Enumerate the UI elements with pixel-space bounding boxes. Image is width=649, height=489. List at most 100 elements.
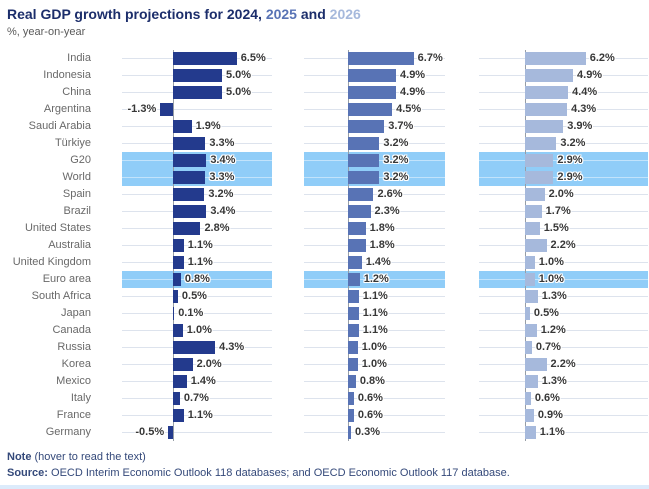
bar-2025-russia[interactable] [348, 341, 358, 354]
panel-2026: 3.9% [479, 118, 648, 135]
panel-2025: 1.1% [304, 305, 445, 322]
bar-2026-argentina[interactable] [525, 103, 568, 116]
gridline [122, 296, 272, 297]
value-label: 4.4% [572, 86, 598, 98]
panel-2026: 1.3% [479, 288, 648, 305]
bar-2024-spain[interactable] [173, 188, 205, 201]
bar-2026-japan[interactable] [525, 307, 530, 320]
bar-2025-united-states[interactable] [348, 222, 366, 235]
bar-2024-t-rkiye[interactable] [173, 137, 206, 150]
bar-2026-mexico[interactable] [525, 375, 538, 388]
bar-2024-euro-area[interactable] [173, 273, 181, 286]
bar-2024-korea[interactable] [173, 358, 193, 371]
bar-2026-spain[interactable] [525, 188, 545, 201]
country-label: Türkiye [54, 137, 91, 149]
country-label: Korea [61, 358, 91, 370]
bar-2025-brazil[interactable] [348, 205, 371, 218]
bar-2026-france[interactable] [525, 409, 534, 422]
chart-row: Canada 1.0% 1.1% 1.2% [7, 322, 648, 339]
bar-2026-united-kingdom[interactable] [525, 256, 535, 269]
bar-2025-japan[interactable] [348, 307, 359, 320]
bar-2024-france[interactable] [173, 409, 184, 422]
value-label: -1.3% [127, 103, 157, 115]
bar-2026-indonesia[interactable] [525, 69, 574, 82]
bar-2026-south-africa[interactable] [525, 290, 538, 303]
gridline [479, 313, 648, 314]
value-label: 2.2% [550, 239, 576, 251]
country-label: France [56, 409, 91, 421]
bar-2025-korea[interactable] [348, 358, 358, 371]
gridline [122, 279, 272, 280]
bar-2025-euro-area[interactable] [348, 273, 360, 286]
panel-2025: 1.0% [304, 356, 445, 373]
bar-2024-g20[interactable] [173, 154, 207, 167]
bar-2025-canada[interactable] [348, 324, 359, 337]
bar-2024-germany[interactable] [168, 426, 173, 439]
bar-2025-argentina[interactable] [348, 103, 393, 116]
panel-2024: 3.3% [122, 169, 272, 186]
bar-2024-united-states[interactable] [173, 222, 201, 235]
bar-2024-south-africa[interactable] [173, 290, 178, 303]
note-line[interactable]: Note (hover to read the text) [7, 449, 510, 465]
bar-2026-germany[interactable] [525, 426, 536, 439]
bar-2026-india[interactable] [525, 52, 586, 65]
chart-row: Spain 3.2% 2.6% 2.0% [7, 186, 648, 203]
bar-2025-spain[interactable] [348, 188, 374, 201]
bar-2025-india[interactable] [348, 52, 414, 65]
bar-2026-united-states[interactable] [525, 222, 540, 235]
bar-2026-korea[interactable] [525, 358, 547, 371]
bar-2024-world[interactable] [173, 171, 206, 184]
bar-2025-g20[interactable] [348, 154, 380, 167]
bar-2026-australia[interactable] [525, 239, 547, 252]
bar-2026-euro-area[interactable] [525, 273, 535, 286]
chart-row: France 1.1% 0.6% 0.9% [7, 407, 648, 424]
bar-2024-italy[interactable] [173, 392, 180, 405]
gridline [304, 432, 445, 433]
bar-2024-united-kingdom[interactable] [173, 256, 184, 269]
bar-2026-saudi-arabia[interactable] [525, 120, 564, 133]
value-label: 0.5% [181, 290, 207, 302]
bar-2024-argentina[interactable] [160, 103, 173, 116]
bar-2024-india[interactable] [173, 52, 237, 65]
panel-2025: 1.1% [304, 288, 445, 305]
bar-2025-south-africa[interactable] [348, 290, 359, 303]
bar-2024-russia[interactable] [173, 341, 216, 354]
chart-row: Japan 0.1% 1.1% 0.5% [7, 305, 648, 322]
panel-2024: 3.4% [122, 152, 272, 169]
bar-2026-g20[interactable] [525, 154, 554, 167]
bar-2025-mexico[interactable] [348, 375, 356, 388]
country-label: Japan [61, 307, 91, 319]
bar-2026-brazil[interactable] [525, 205, 542, 218]
bar-2025-australia[interactable] [348, 239, 366, 252]
value-label: 3.7% [388, 120, 414, 132]
bar-2024-australia[interactable] [173, 239, 184, 252]
bar-2025-france[interactable] [348, 409, 354, 422]
bar-2024-mexico[interactable] [173, 375, 187, 388]
bar-2025-italy[interactable] [348, 392, 354, 405]
chart-row: India 6.5% 6.7% 6.2% [7, 50, 648, 67]
bar-2025-germany[interactable] [348, 426, 351, 439]
bar-2026-world[interactable] [525, 171, 554, 184]
bar-2024-saudi-arabia[interactable] [173, 120, 192, 133]
bar-2024-japan[interactable] [173, 307, 175, 320]
bar-2026-italy[interactable] [525, 392, 531, 405]
bar-2024-indonesia[interactable] [173, 69, 222, 82]
bar-2025-united-kingdom[interactable] [348, 256, 362, 269]
panel-2025: 2.3% [304, 203, 445, 220]
panel-2025: 0.6% [304, 390, 445, 407]
value-label: 3.2% [383, 154, 409, 166]
bar-2024-brazil[interactable] [173, 205, 207, 218]
bar-2025-t-rkiye[interactable] [348, 137, 380, 150]
value-label: 4.9% [577, 69, 603, 81]
bar-2025-china[interactable] [348, 86, 397, 99]
bar-2025-indonesia[interactable] [348, 69, 397, 82]
panel-2025: 1.8% [304, 220, 445, 237]
bar-2026-canada[interactable] [525, 324, 537, 337]
bar-2026-t-rkiye[interactable] [525, 137, 557, 150]
bar-2025-world[interactable] [348, 171, 380, 184]
bar-2024-canada[interactable] [173, 324, 183, 337]
bar-2024-china[interactable] [173, 86, 222, 99]
bar-2026-russia[interactable] [525, 341, 532, 354]
bar-2026-china[interactable] [525, 86, 569, 99]
bar-2025-saudi-arabia[interactable] [348, 120, 385, 133]
